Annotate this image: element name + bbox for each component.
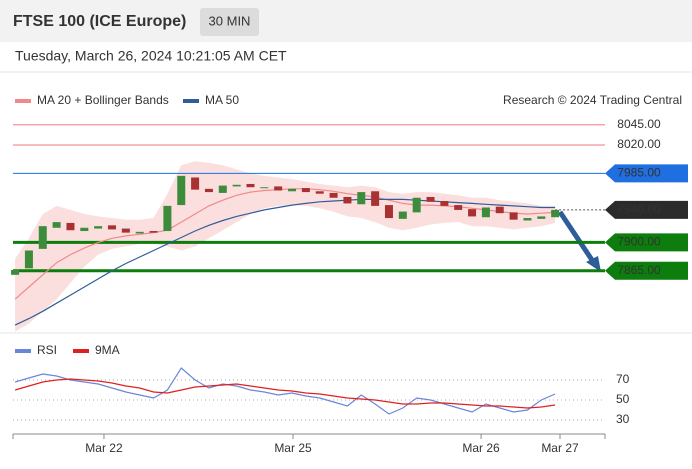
candle-body [218,185,227,193]
candle-body [52,222,61,228]
candle-body [329,192,338,198]
candle-body [274,186,283,191]
x-tick-label: Mar 26 [462,441,500,455]
legend-label: RSI [37,343,57,357]
candle-body [523,218,532,221]
legend-swatch [73,349,89,353]
candle-body [94,226,103,229]
candle-body [481,207,490,218]
candle-body [551,209,560,218]
candle-body [163,205,172,232]
candle-body [343,196,352,204]
level-tag [605,233,688,252]
candle-body [537,216,546,219]
forecast-arrowhead [586,256,601,272]
x-tick-label: Mar 27 [541,441,579,455]
candle-body [468,209,477,217]
rsi-line [14,378,556,409]
candle-body [384,205,393,219]
candle-body [426,196,435,202]
ma-line [14,188,556,300]
candle-body [357,192,366,205]
forecast-arrow [557,210,599,268]
candle-body [204,188,213,193]
candle-body [149,231,158,233]
candle-body [398,211,407,219]
candle-body [232,184,241,187]
candle-body [454,205,463,210]
rsi-line [14,367,556,415]
candle-body [509,212,518,220]
legend-label: MA 20 + Bollinger Bands [37,93,169,107]
level-tag [605,261,688,280]
interval-badge [200,8,259,36]
level-label: 7940.00 [617,202,661,216]
x-tick-label: Mar 22 [85,441,123,455]
candle-body [108,225,117,230]
level-tag [605,200,688,219]
bollinger-band [15,161,556,332]
level-tag [605,164,688,183]
candle-body [177,175,186,206]
credit: Research © 2024 Trading Central [503,93,682,107]
legend-label: MA 50 [205,93,239,107]
candle-body [191,177,200,190]
candle-body [371,191,380,206]
legend-swatch [15,349,31,353]
level-label: 8020.00 [617,137,661,151]
candle-body [301,188,310,193]
level-label: 7985.00 [617,166,661,180]
candle-body [121,228,130,233]
title: FTSE 100 (ICE Europe) [13,13,186,30]
interval: 30 MIN [209,13,251,28]
candle-body [288,188,297,192]
ma-line [14,198,556,326]
x-tick-label: Mar 25 [274,441,312,455]
candle-body [440,201,449,206]
header-bar [0,0,692,42]
y-tick-label: 50 [616,392,630,406]
legend-swatch [15,99,31,103]
candle-body [38,226,47,249]
candle-body [66,222,75,231]
candle-body [24,250,33,269]
candle-body [11,269,20,275]
legend-label: 9MA [95,343,120,357]
legend-swatch [183,99,199,103]
candle-body [260,187,269,189]
candle-body [412,197,421,213]
level-label: 7865.00 [617,263,661,277]
y-tick-label: 30 [616,412,630,426]
candle-body [246,183,255,188]
timestamp: Tuesday, March 26, 2024 10:21:05 AM CET [15,48,287,64]
level-label: 8045.00 [617,117,661,131]
candle-body [80,227,89,232]
candle-body [495,206,504,214]
level-label: 7900.00 [617,235,661,249]
candle-body [315,191,324,194]
candle-body [135,231,144,234]
y-tick-label: 70 [616,372,630,386]
